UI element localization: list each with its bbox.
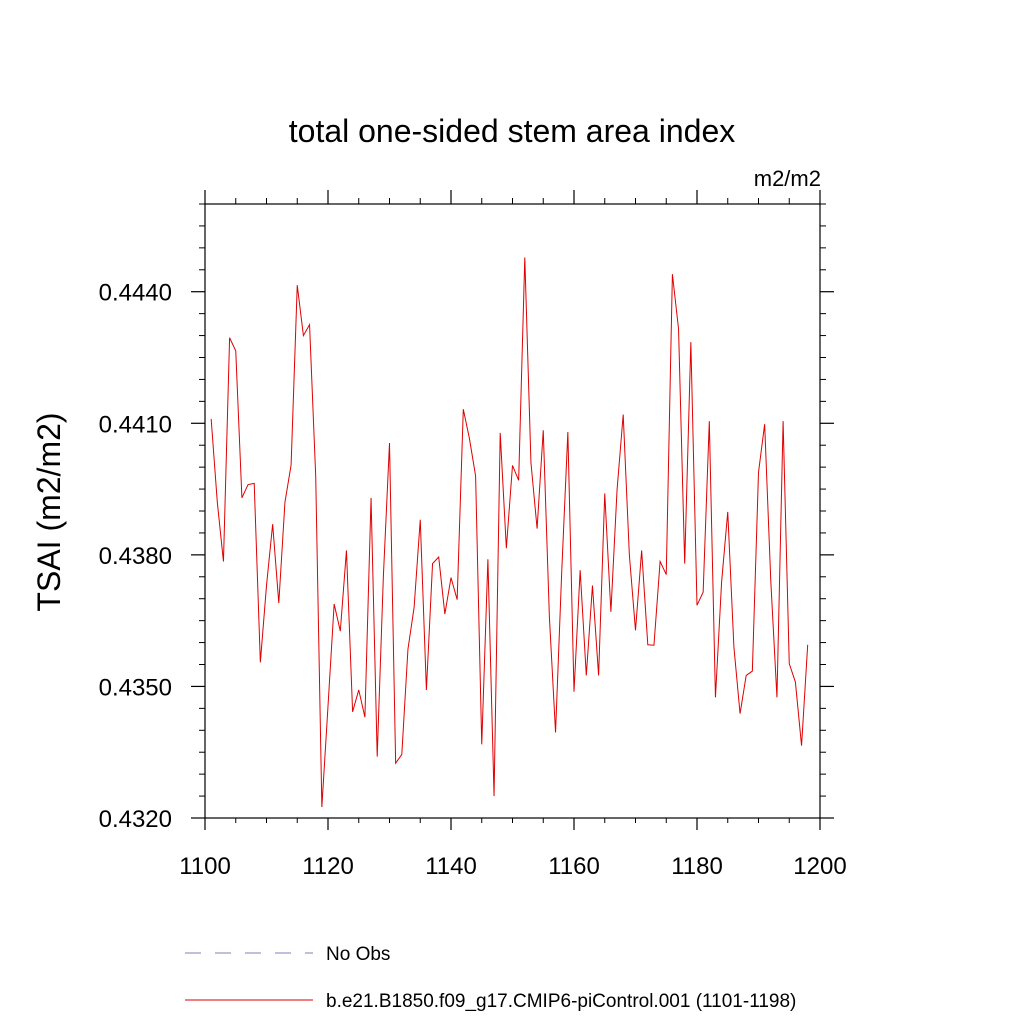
legend-label-no-obs: No Obs <box>326 944 390 965</box>
legend-label-control: b.e21.B1850.f09_g17.CMIP6-piControl.001 … <box>326 991 796 1012</box>
x-tick-label: 1140 <box>425 853 477 880</box>
y-tick-label: 0.4350 <box>99 674 172 701</box>
y-tick-label: 0.4320 <box>99 806 172 833</box>
x-tick-labels: 1100 1120 1140 1160 1180 1200 <box>179 853 847 880</box>
y-tick-label: 0.4380 <box>99 543 172 570</box>
x-tick-label: 1120 <box>302 853 354 880</box>
y-tick-label: 0.4440 <box>99 280 172 307</box>
series-line <box>210 257 809 808</box>
x-tick-label: 1100 <box>179 853 231 880</box>
legend: No Obs b.e21.B1850.f09_g17.CMIP6-piContr… <box>185 944 796 1012</box>
x-tick-label: 1160 <box>548 853 600 880</box>
x-tick-label: 1180 <box>671 853 723 880</box>
x-tick-label: 1200 <box>793 853 846 880</box>
y-tick-labels: 0.4320 0.4350 0.4380 0.4410 0.4440 <box>99 280 172 833</box>
axis-ticks <box>191 190 834 830</box>
chart-title: total one-sided stem area index <box>289 113 735 149</box>
y-axis-title: TSAI (m2/m2) <box>31 412 67 611</box>
series-layer <box>210 257 809 808</box>
units-label: m2/m2 <box>754 166 821 191</box>
y-tick-label: 0.4410 <box>99 411 172 438</box>
plot-frame <box>204 203 821 819</box>
